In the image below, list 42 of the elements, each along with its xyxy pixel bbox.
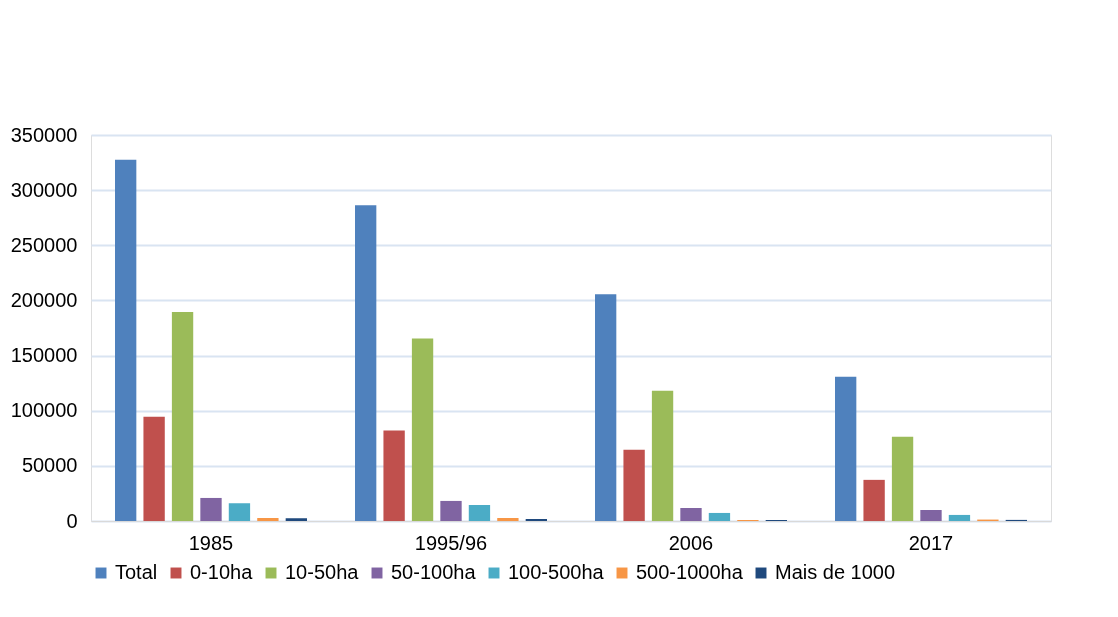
legend-label: 0-10ha bbox=[190, 561, 254, 583]
bar bbox=[595, 294, 617, 521]
bar bbox=[411, 338, 434, 521]
bar bbox=[891, 436, 914, 521]
bar bbox=[285, 518, 307, 521]
x-tick-label: 2006 bbox=[668, 531, 714, 554]
y-tick-label: 100000 bbox=[10, 399, 78, 422]
bar bbox=[948, 514, 971, 521]
bar bbox=[115, 159, 137, 521]
legend-label: 100-500ha bbox=[508, 561, 605, 583]
bar bbox=[651, 390, 674, 521]
y-tick-label: 50000 bbox=[21, 454, 78, 477]
y-tick-label: 250000 bbox=[10, 233, 78, 256]
x-tick-label: 1995/96 bbox=[414, 531, 488, 554]
x-tick-label: 1985 bbox=[188, 531, 234, 554]
y-tick-label: 0 bbox=[66, 509, 78, 532]
bar bbox=[200, 497, 222, 521]
bar bbox=[708, 512, 731, 521]
bar bbox=[920, 509, 942, 521]
bar bbox=[143, 416, 165, 521]
bar bbox=[355, 205, 377, 521]
bar bbox=[468, 505, 491, 521]
bar bbox=[497, 518, 519, 521]
legend-label: 500-1000ha bbox=[636, 561, 744, 583]
bar bbox=[228, 503, 251, 521]
legend-label: 10-50ha bbox=[285, 561, 360, 583]
bar bbox=[835, 376, 857, 521]
y-tick-label: 300000 bbox=[10, 178, 78, 201]
legend-label: Total bbox=[115, 561, 158, 583]
bar bbox=[623, 449, 645, 521]
legend-label: Mais de 1000 bbox=[775, 561, 896, 583]
y-tick-label: 350000 bbox=[10, 123, 78, 146]
bar bbox=[680, 507, 702, 521]
bar bbox=[383, 430, 405, 521]
bar bbox=[440, 500, 462, 521]
bar bbox=[171, 312, 194, 521]
y-tick-label: 150000 bbox=[10, 344, 78, 367]
bar bbox=[257, 518, 279, 521]
x-tick-label: 2017 bbox=[908, 531, 954, 554]
y-tick-label: 200000 bbox=[10, 288, 78, 311]
legend-label: 50-100ha bbox=[391, 561, 477, 583]
bar bbox=[863, 479, 885, 521]
